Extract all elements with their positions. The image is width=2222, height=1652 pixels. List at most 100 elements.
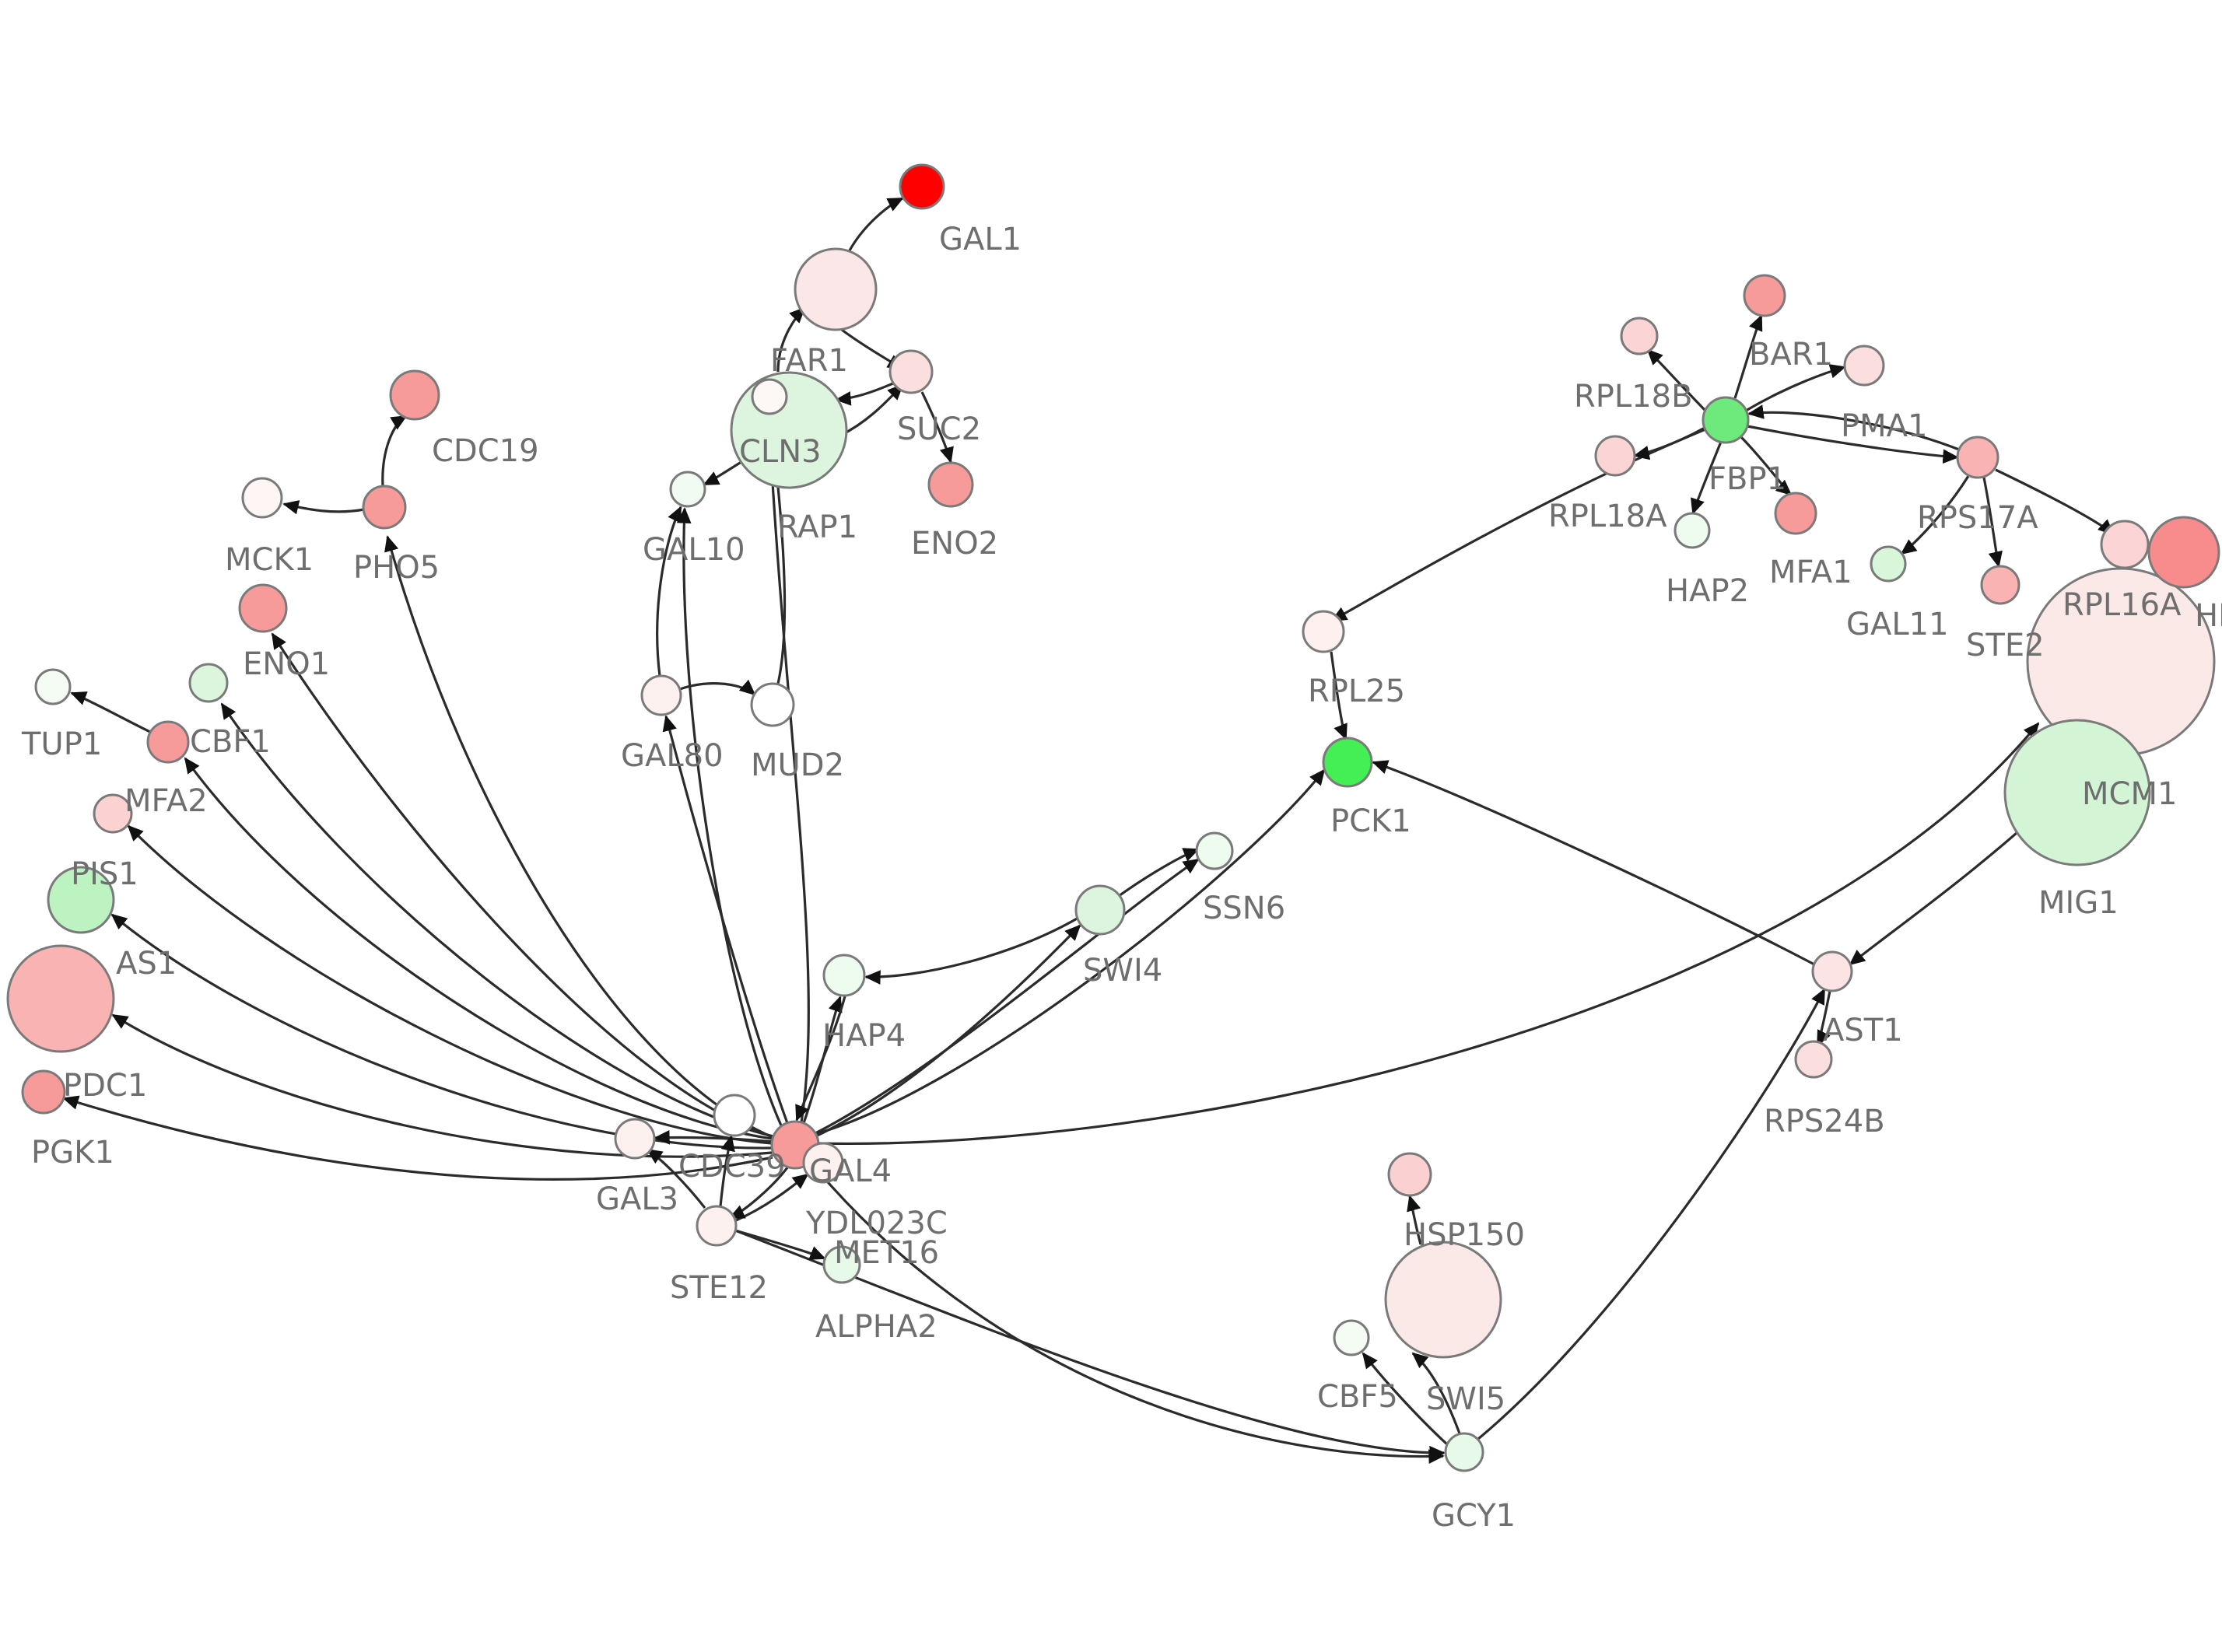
graph-node-gal10[interactable] — [669, 471, 706, 508]
graph-node-cbf1[interactable] — [188, 663, 229, 703]
graph-edge — [1372, 760, 1815, 966]
graph-node-ydl023c[interactable] — [802, 1142, 844, 1184]
graph-node-ast1[interactable] — [1811, 950, 1853, 992]
graph-node-pis1[interactable] — [93, 793, 133, 834]
graph-edge — [1646, 348, 1707, 412]
graph-node-ste2[interactable] — [1980, 565, 2020, 605]
graph-node-swi5[interactable] — [1384, 1241, 1502, 1359]
graph-edge — [719, 1135, 735, 1207]
graph-edge — [1362, 1352, 1449, 1446]
graph-node-mig1[interactable] — [2003, 719, 2151, 866]
graph-node-suc2[interactable] — [888, 349, 934, 394]
graph-edge — [271, 632, 775, 1139]
graph-edge — [815, 768, 1326, 1136]
graph-edge — [1900, 475, 1970, 555]
graph-edge — [813, 924, 1081, 1139]
graph-node-mfa1[interactable] — [1774, 492, 1817, 535]
graph-node-mud2[interactable] — [750, 682, 795, 727]
graph-node-his4[interactable] — [2147, 516, 2220, 589]
graph-node-pho5[interactable] — [362, 485, 407, 530]
graph-edge — [811, 1164, 1445, 1465]
graph-edge — [734, 1229, 826, 1260]
graph-edge — [864, 916, 1079, 985]
graph-edge — [1747, 425, 1959, 464]
graph-edge — [1733, 314, 1763, 399]
graph-node-rap1[interactable] — [751, 378, 788, 415]
graph-node-cbf5[interactable] — [1333, 1319, 1370, 1356]
graph-edge — [1747, 404, 1960, 451]
graph-edge — [1995, 468, 2115, 536]
graph-node-cdc39[interactable] — [713, 1094, 756, 1137]
graph-node-hap2[interactable] — [1674, 512, 1711, 549]
graph-node-as1[interactable] — [47, 866, 115, 934]
graph-node-mfa2[interactable] — [146, 720, 190, 764]
graph-edge — [282, 500, 365, 515]
graph-node-mck1[interactable] — [241, 477, 283, 519]
graph-edge — [654, 1130, 774, 1145]
graph-node-hsp150[interactable] — [1387, 1152, 1432, 1197]
graph-edge — [795, 996, 846, 1122]
graph-edge — [1330, 428, 1706, 622]
graph-node-ssn6[interactable] — [1195, 831, 1234, 870]
graph-node-pdc1[interactable] — [6, 944, 115, 1053]
graph-node-rps24b[interactable] — [1794, 1040, 1833, 1079]
graph-node-far1[interactable] — [794, 247, 878, 331]
graph-edge — [1118, 848, 1200, 898]
graph-node-cdc19[interactable] — [389, 369, 440, 421]
graph-node-cln3[interactable] — [730, 371, 848, 489]
graph-edge — [1411, 1352, 1461, 1434]
graph-edge — [1407, 1195, 1422, 1245]
graph-node-tup1[interactable] — [34, 668, 72, 705]
graph-node-hap4[interactable] — [822, 954, 866, 997]
graph-node-eno2[interactable] — [927, 461, 974, 508]
graph-edge — [734, 1173, 809, 1223]
graph-edge — [1633, 426, 1705, 460]
graph-edge — [728, 1166, 790, 1220]
graph-node-gcy1[interactable] — [1444, 1432, 1484, 1472]
graph-node-alpha2[interactable] — [822, 1245, 861, 1284]
graph-edge — [848, 197, 904, 251]
graph-node-gal11[interactable] — [1870, 545, 1907, 583]
graph-edge — [703, 459, 745, 486]
graph-edge — [1982, 477, 2003, 568]
graph-node-pck1[interactable] — [1322, 737, 1373, 788]
graph-edge — [835, 381, 895, 406]
node-layer — [6, 163, 2220, 1472]
graph-edge — [70, 691, 151, 733]
graph-edge — [1745, 364, 1846, 412]
graph-node-eno1[interactable] — [238, 583, 288, 633]
graph-node-fbp1[interactable] — [1702, 396, 1750, 444]
graph-edge — [62, 1095, 773, 1181]
graph-edge — [676, 507, 783, 1126]
graph-edge — [813, 858, 1200, 1136]
graph-edge — [1330, 651, 1348, 740]
graph-node-rpl18b[interactable] — [1620, 317, 1659, 355]
graph-edge — [816, 722, 2040, 1146]
graph-node-ste12[interactable] — [696, 1205, 738, 1247]
graph-edge — [646, 1148, 706, 1209]
graph-edge — [1477, 988, 1826, 1440]
graph-edge — [220, 702, 774, 1138]
graph-edge — [920, 391, 954, 464]
graph-node-gal3[interactable] — [614, 1118, 656, 1160]
edge-layer — [62, 197, 2129, 1465]
graph-edge — [381, 415, 408, 487]
graph-edge — [111, 1013, 773, 1158]
graph-node-rps17a[interactable] — [1956, 436, 1999, 479]
graph-node-rpl25[interactable] — [1302, 610, 1345, 653]
graph-node-rpl18a[interactable] — [1594, 435, 1636, 477]
graph-edge — [1691, 441, 1723, 515]
graph-node-gal1[interactable] — [899, 163, 945, 210]
graph-node-bar1[interactable] — [1743, 274, 1786, 317]
graph-node-gal80[interactable] — [640, 674, 682, 716]
graph-edge — [384, 535, 775, 1139]
graph-node-swi4[interactable] — [1074, 884, 1126, 936]
graph-edge — [1740, 436, 1793, 496]
graph-edge — [762, 415, 810, 1123]
graph-edge — [662, 715, 789, 1124]
graph-node-rpl16a[interactable] — [2100, 520, 2150, 569]
graph-node-pma1[interactable] — [1843, 345, 1885, 387]
graph-node-pgk1[interactable] — [21, 1069, 66, 1115]
